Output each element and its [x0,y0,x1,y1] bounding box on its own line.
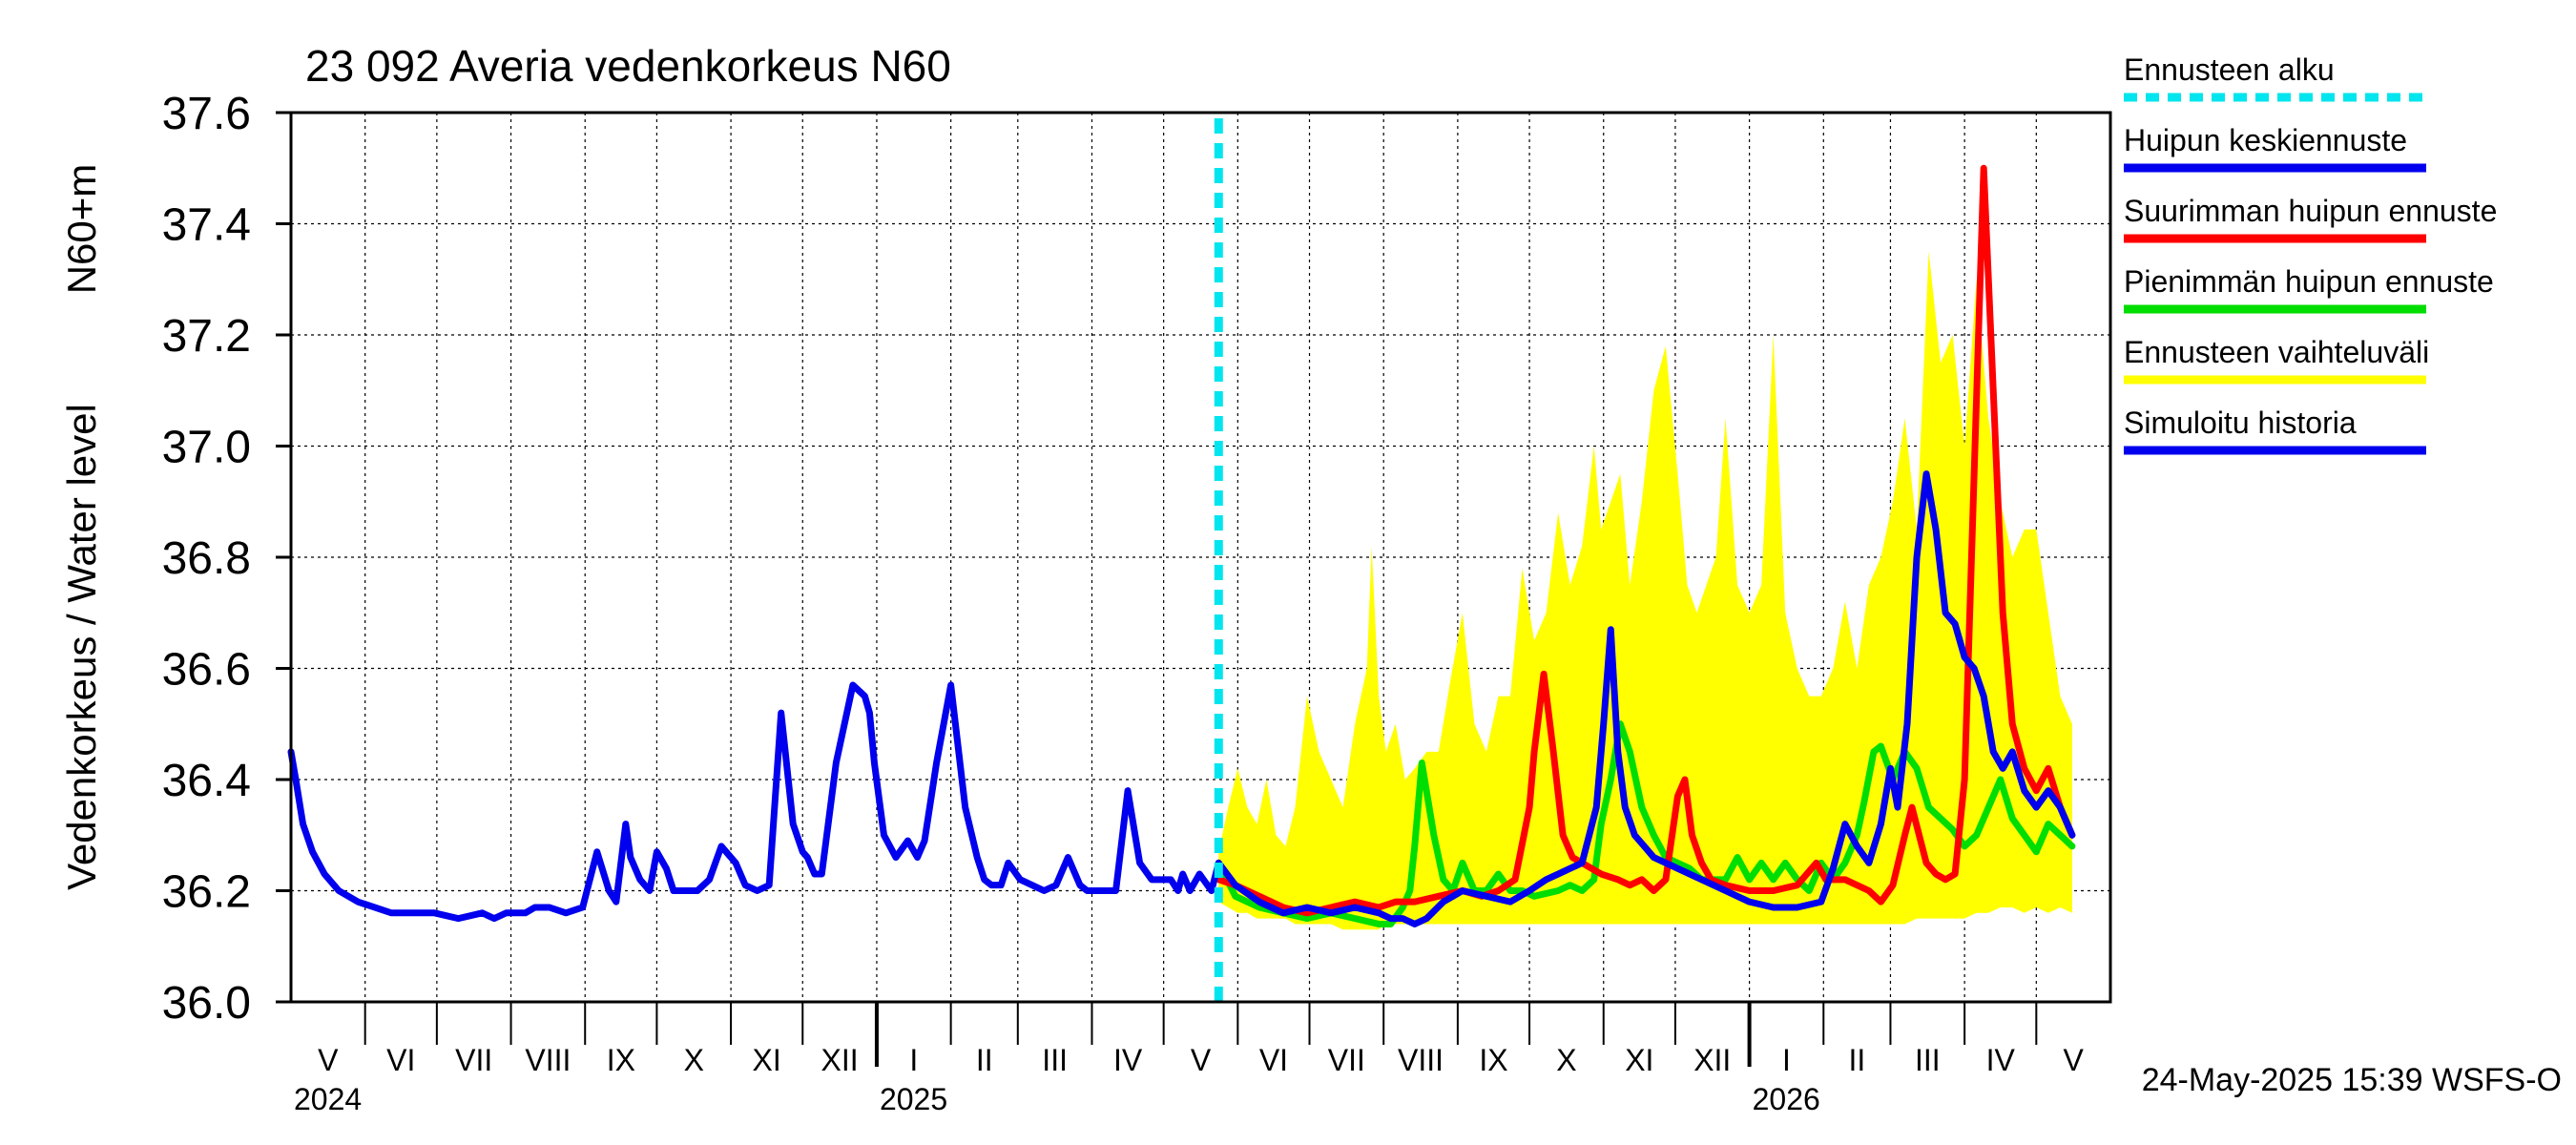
year-label: 2025 [880,1082,947,1116]
legend-label: Suurimman huipun ennuste [2124,194,2497,228]
forecast-range-area [1218,251,2072,930]
month-label: VIII [525,1043,571,1077]
y-tick-label: 36.6 [162,645,251,696]
year-label: 2024 [294,1082,362,1116]
max-peak-forecast-line [1215,164,2076,917]
month-label: VII [1328,1043,1365,1077]
month-label: VII [455,1043,492,1077]
legend-label: Huipun keskiennuste [2124,123,2407,157]
month-label: VI [1259,1043,1288,1077]
mean-peak-forecast-line [1215,470,2076,927]
y-tick-label: 37.0 [162,423,251,473]
series-group [287,164,2076,927]
month-label: III [1042,1043,1068,1077]
plot-frame [289,111,2112,1004]
month-label: XI [1625,1043,1653,1077]
min-peak-forecast-line [1215,720,2076,927]
month-label: V [1191,1043,1212,1077]
month-label: IV [1986,1043,2016,1077]
simulated-history-line [287,681,1222,923]
month-label: V [2063,1043,2084,1077]
legend-label: Simuloitu historia [2124,406,2357,440]
timestamp: 24-May-2025 15:39 WSFS-O [2142,1062,2562,1098]
month-label: III [1915,1043,1941,1077]
month-label: II [1848,1043,1865,1077]
y-tick-label: 37.6 [162,89,251,139]
y-tick-label: 36.2 [162,867,251,918]
month-label: XII [821,1043,859,1077]
month-label: II [976,1043,993,1077]
year-label: 2026 [1753,1082,1820,1116]
y-axis-label: Vedenkorkeus / Water level [59,404,104,890]
month-label: VIII [1398,1043,1444,1077]
month-label: XI [753,1043,781,1077]
y-tick-label: 36.4 [162,756,251,806]
forecast-range-band [1218,251,2072,930]
axes: 36.036.236.436.636.837.037.237.437.6V VI V… [162,89,2112,1116]
chart-title: 23 092 Averia vedenkorkeus N60 [305,41,951,91]
y-axis-unit-label: N60+m [59,164,104,295]
y-tick-label: 36.8 [162,533,251,584]
y-tick-label: 37.4 [162,200,251,251]
legend-label: Pienimmän huipun ennuste [2124,264,2494,299]
month-label: IV [1113,1043,1143,1077]
legend: Ennusteen alku Huipun keskiennuste Suurimm… [2124,52,2497,455]
month-label: X [684,1043,704,1077]
month-label: V [318,1043,339,1077]
month-label: X [1556,1043,1576,1077]
month-label: VI [386,1043,415,1077]
month-label: IX [607,1043,635,1077]
month-label: I [1782,1043,1791,1077]
y-tick-label: 36.0 [162,978,251,1029]
month-label: XII [1693,1043,1731,1077]
month-label: I [909,1043,918,1077]
legend-label: Ennusteen alku [2124,52,2335,87]
y-tick-label: 37.2 [162,311,251,362]
legend-label: Ennusteen vaihteluväli [2124,335,2429,369]
month-label: IX [1479,1043,1507,1077]
